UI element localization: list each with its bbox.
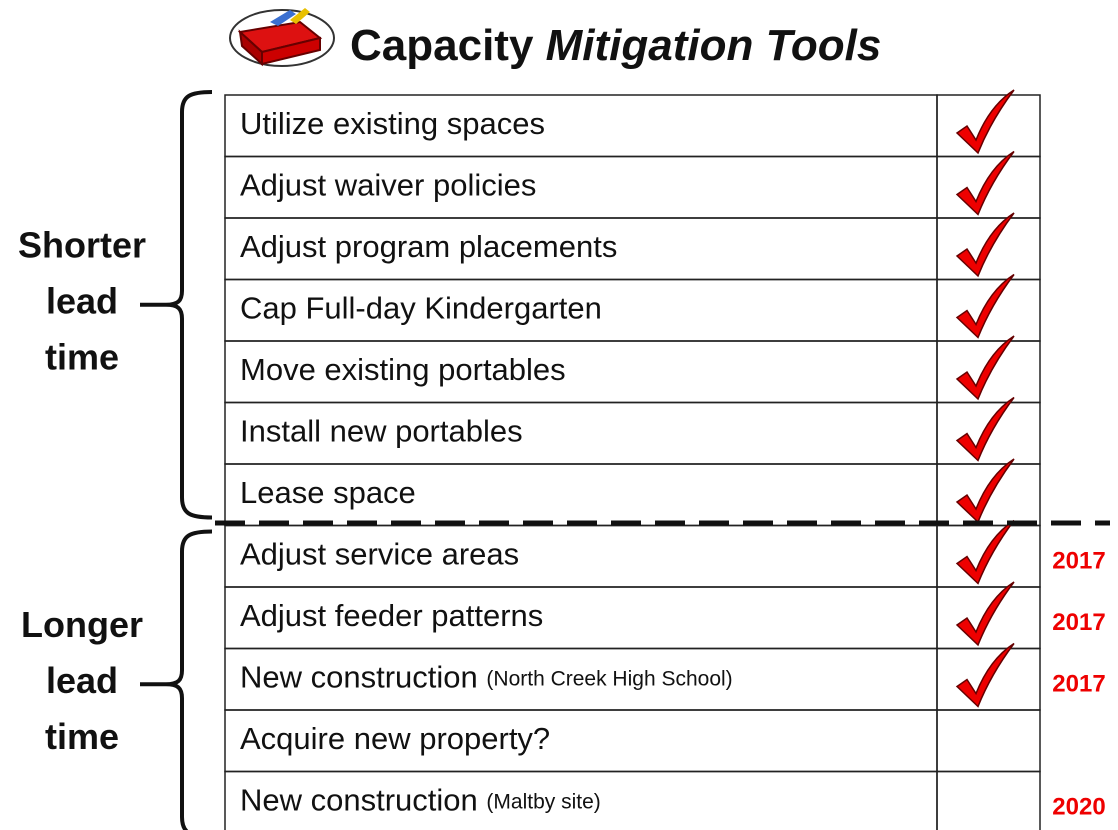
row-label: Cap Full-day Kindergarten bbox=[240, 290, 602, 325]
toolbox-icon bbox=[230, 8, 334, 66]
group-label: time bbox=[45, 716, 119, 757]
year: 2017 bbox=[1052, 548, 1105, 575]
row-text: Cap Full-day Kindergarten bbox=[240, 290, 602, 325]
group-label: time bbox=[45, 336, 119, 377]
row-label: Utilize existing spaces bbox=[240, 106, 545, 141]
year: 2020 bbox=[1052, 794, 1105, 821]
group-label: lead bbox=[46, 660, 118, 701]
checkmark bbox=[957, 521, 1014, 584]
row-label: New construction bbox=[240, 782, 478, 817]
row-text: Move existing portables bbox=[240, 352, 566, 387]
row-note: (Maltby site) bbox=[486, 790, 600, 813]
row-label: Move existing portables bbox=[240, 352, 566, 387]
check-cell bbox=[937, 772, 1040, 830]
row-text: New construction (North Creek High Schoo… bbox=[240, 659, 733, 694]
row-label: Install new portables bbox=[240, 413, 523, 448]
row-label: Adjust feeder patterns bbox=[240, 598, 543, 633]
checkmark bbox=[957, 275, 1014, 338]
checkmark bbox=[957, 152, 1014, 215]
row-label: Adjust program placements bbox=[240, 229, 617, 264]
table: Utilize existing spaces Adjust waiver pol… bbox=[18, 90, 1110, 830]
title-plain: Capacity bbox=[350, 21, 534, 70]
row-text: Acquire new property? bbox=[240, 721, 550, 756]
checkmark bbox=[957, 213, 1014, 276]
brace bbox=[166, 92, 212, 518]
checkmark bbox=[957, 459, 1014, 522]
row-label: Lease space bbox=[240, 475, 416, 510]
group-label: Shorter bbox=[18, 224, 146, 265]
check-cell bbox=[937, 710, 1040, 772]
title: Capacity Mitigation Tools bbox=[350, 21, 881, 70]
title-emphasis: Mitigation Tools bbox=[546, 21, 882, 70]
year: 2017 bbox=[1052, 671, 1105, 698]
year: 2017 bbox=[1052, 609, 1105, 636]
row-label: Adjust service areas bbox=[240, 536, 519, 571]
row-text: Adjust program placements bbox=[240, 229, 617, 264]
slide: Capacity Mitigation Tools Utilize existi… bbox=[0, 0, 1118, 830]
row-text: Adjust service areas bbox=[240, 536, 519, 571]
checkmark bbox=[957, 644, 1014, 707]
row-label: New construction bbox=[240, 659, 478, 694]
row-text: New construction (Maltby site) bbox=[240, 782, 601, 817]
row-text: Utilize existing spaces bbox=[240, 106, 545, 141]
row-text: Install new portables bbox=[240, 413, 523, 448]
row-label: Acquire new property? bbox=[240, 721, 550, 756]
row-label: Adjust waiver policies bbox=[240, 167, 536, 202]
group-label: lead bbox=[46, 280, 118, 321]
checkmark bbox=[957, 398, 1014, 461]
group-label: Longer bbox=[21, 604, 143, 645]
brace bbox=[166, 532, 212, 830]
checkmark bbox=[957, 582, 1014, 645]
checkmark bbox=[957, 90, 1014, 153]
row-text: Lease space bbox=[240, 475, 416, 510]
checkmark bbox=[957, 336, 1014, 399]
row-text: Adjust feeder patterns bbox=[240, 598, 543, 633]
row-note: (North Creek High School) bbox=[486, 667, 732, 690]
row-text: Adjust waiver policies bbox=[240, 167, 536, 202]
